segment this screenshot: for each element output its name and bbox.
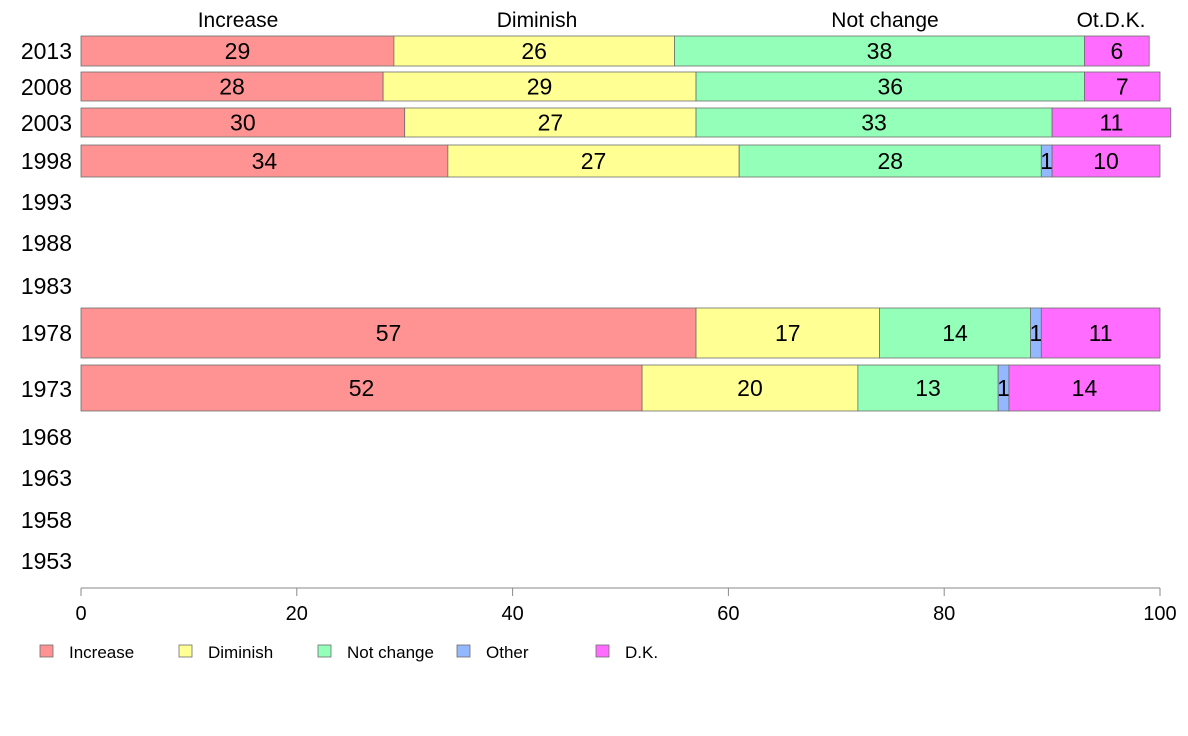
year-label-1988: 1988: [21, 230, 72, 256]
legend-label-d-k-: D.K.: [625, 643, 658, 662]
year-label-2008: 2008: [21, 74, 72, 100]
data-label-1978-d-k-: 11: [1089, 320, 1113, 346]
data-label-2003-not-change: 33: [861, 110, 887, 136]
bar-1978-not-change: [879, 307, 1031, 359]
bar-1973-not-change: [857, 364, 999, 412]
data-label-1973-d-k-: 14: [1072, 375, 1098, 401]
bar-2008-d-k-: [1084, 71, 1161, 102]
data-label-1978-not-change: 14: [942, 320, 968, 346]
data-label-1973-not-change: 13: [915, 375, 941, 401]
data-label-1978-other: 1: [1030, 320, 1043, 346]
bar-2008-increase: [80, 71, 384, 102]
data-label-2008-d-k-: 7: [1116, 74, 1129, 100]
x-tick-label-20: 20: [286, 603, 308, 625]
legend-label-diminish: Diminish: [208, 643, 273, 662]
data-label-1998-increase: 34: [252, 148, 278, 174]
legend-label-not-change: Not change: [347, 643, 434, 662]
bar-2003-increase: [80, 107, 406, 138]
year-label-1973: 1973: [21, 376, 72, 402]
legend-swatch-d-k-: [595, 644, 610, 658]
x-tick-label-60: 60: [717, 603, 739, 625]
bar-1973-diminish: [641, 364, 859, 412]
bar-2013-d-k-: [1084, 35, 1150, 67]
column-header-3: Ot.D.K.: [1077, 9, 1146, 32]
data-label-1998-not-change: 28: [877, 148, 903, 174]
bar-2003-diminish: [404, 107, 697, 138]
year-label-2003: 2003: [21, 110, 72, 136]
data-label-2003-increase: 30: [230, 110, 256, 136]
data-label-1998-other: 1: [1040, 148, 1053, 174]
bar-1978-diminish: [695, 307, 880, 359]
column-header-1: Diminish: [497, 9, 578, 32]
bar-2008-diminish: [382, 71, 697, 102]
year-label-1983: 1983: [21, 273, 72, 299]
data-label-1973-increase: 52: [349, 375, 375, 401]
legend-label-other: Other: [486, 643, 529, 662]
x-tick-label-100: 100: [1143, 603, 1176, 625]
legend-swatch-other: [456, 644, 471, 658]
column-header-0: Increase: [198, 9, 279, 32]
bar-1978-d-k-: [1040, 307, 1161, 359]
legend-swatch-not-change: [317, 644, 332, 658]
year-label-1978: 1978: [21, 320, 72, 346]
bar-1998-diminish: [447, 144, 740, 178]
data-label-2008-increase: 28: [219, 74, 245, 100]
data-label-2003-diminish: 27: [538, 110, 564, 136]
data-label-2013-increase: 29: [225, 38, 251, 64]
x-tick-label-40: 40: [501, 603, 523, 625]
bar-2013-diminish: [393, 35, 675, 67]
year-label-1993: 1993: [21, 189, 72, 215]
data-label-2013-diminish: 26: [521, 38, 547, 64]
year-label-1998: 1998: [21, 148, 72, 174]
data-label-1973-other: 1: [997, 375, 1010, 401]
bar-1973-d-k-: [1008, 364, 1161, 412]
x-tick-label-80: 80: [933, 603, 955, 625]
bar-2013-increase: [80, 35, 395, 67]
year-label-1968: 1968: [21, 424, 72, 450]
bar-1973-increase: [80, 364, 643, 412]
data-label-1998-d-k-: 10: [1093, 148, 1119, 174]
bar-1998-increase: [80, 144, 449, 178]
year-label-1953: 1953: [21, 548, 72, 574]
bar-2008-not-change: [695, 71, 1085, 102]
data-label-1998-diminish: 27: [581, 148, 607, 174]
data-label-2013-not-change: 38: [867, 38, 893, 64]
year-label-1958: 1958: [21, 507, 72, 533]
column-header-2: Not change: [831, 9, 938, 32]
year-label-2013: 2013: [21, 38, 72, 64]
data-label-1973-diminish: 20: [737, 375, 763, 401]
x-tick-label-0: 0: [75, 603, 86, 625]
bar-2003-d-k-: [1051, 107, 1172, 138]
bar-2013-not-change: [674, 35, 1085, 67]
data-label-1978-increase: 57: [376, 320, 402, 346]
data-label-2013-d-k-: 6: [1110, 38, 1123, 64]
data-label-2003-d-k-: 11: [1099, 110, 1123, 136]
data-label-1978-diminish: 17: [775, 320, 801, 346]
legend-swatch-diminish: [178, 644, 193, 658]
legend-swatch-increase: [39, 644, 54, 658]
year-label-1963: 1963: [21, 465, 72, 491]
bar-1998-d-k-: [1051, 144, 1161, 178]
legend-label-increase: Increase: [69, 643, 134, 662]
data-label-2008-not-change: 36: [877, 74, 903, 100]
data-label-2008-diminish: 29: [527, 74, 553, 100]
